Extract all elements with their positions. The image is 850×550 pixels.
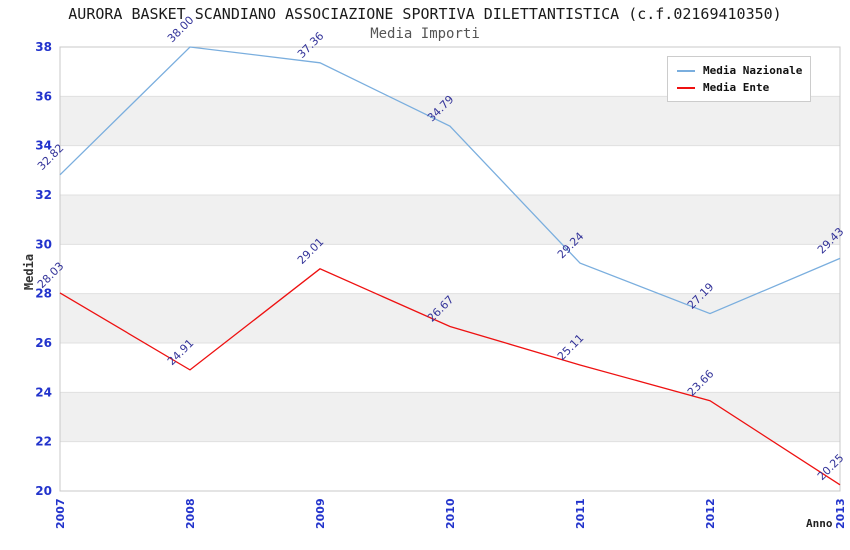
- x-axis-title: Anno: [806, 517, 833, 530]
- x-tick-label: 2008: [184, 498, 197, 529]
- y-tick-label: 28: [35, 287, 52, 301]
- x-tick-label: 2011: [574, 498, 587, 529]
- y-tick-label: 38: [35, 40, 52, 54]
- x-tick-label: 2009: [314, 498, 327, 529]
- plot-frame: [59, 46, 841, 492]
- x-tick-label: 2013: [834, 498, 847, 529]
- legend-item-media-nazionale: Media Nazionale: [677, 62, 810, 79]
- chart-subtitle: Media Importi: [370, 26, 480, 42]
- y-tick-label: 20: [35, 484, 52, 498]
- legend-label-ente: Media Ente: [703, 81, 770, 94]
- y-tick-label: 24: [35, 385, 52, 399]
- y-tick-label: 22: [35, 435, 52, 449]
- y-tick-label: 32: [35, 188, 52, 202]
- series-line-media-nazionale: [59, 46, 841, 315]
- legend: Media Nazionale Media Ente: [667, 56, 811, 102]
- y-tick-label: 36: [35, 89, 52, 103]
- legend-item-media-ente: Media Ente: [677, 79, 810, 96]
- x-tick-label: 2012: [704, 498, 717, 529]
- background-band: [60, 195, 840, 245]
- background-band: [60, 96, 840, 146]
- point-label: 38.00: [165, 14, 196, 45]
- background-band: [60, 392, 840, 442]
- x-tick-label: 2010: [444, 498, 457, 529]
- legend-label-nazionale: Media Nazionale: [703, 64, 803, 77]
- series-line-media-ente: [59, 268, 841, 486]
- background-band: [60, 293, 840, 343]
- y-tick-label: 30: [35, 237, 52, 251]
- legend-line-swatch-nazionale: [677, 69, 695, 72]
- point-label: 37.36: [295, 29, 326, 60]
- y-tick-label: 26: [35, 336, 52, 350]
- x-tick-label: 2007: [54, 498, 67, 529]
- legend-line-swatch-ente: [677, 86, 695, 89]
- y-tick-label: 34: [35, 139, 52, 153]
- chart-title: AURORA BASKET SCANDIANO ASSOCIAZIONE SPO…: [68, 5, 782, 23]
